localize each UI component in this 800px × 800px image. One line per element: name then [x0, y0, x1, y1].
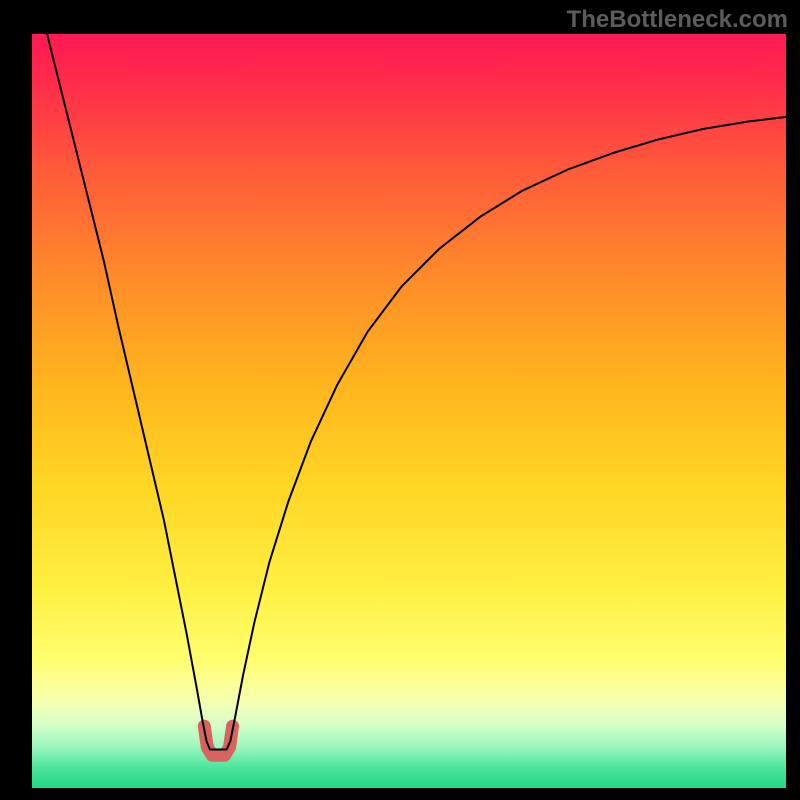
curve-layer	[32, 34, 786, 788]
bottleneck-curve	[47, 34, 786, 750]
watermark-text: TheBottleneck.com	[567, 6, 788, 34]
plot-area	[32, 34, 786, 788]
dip-marker	[204, 726, 232, 755]
